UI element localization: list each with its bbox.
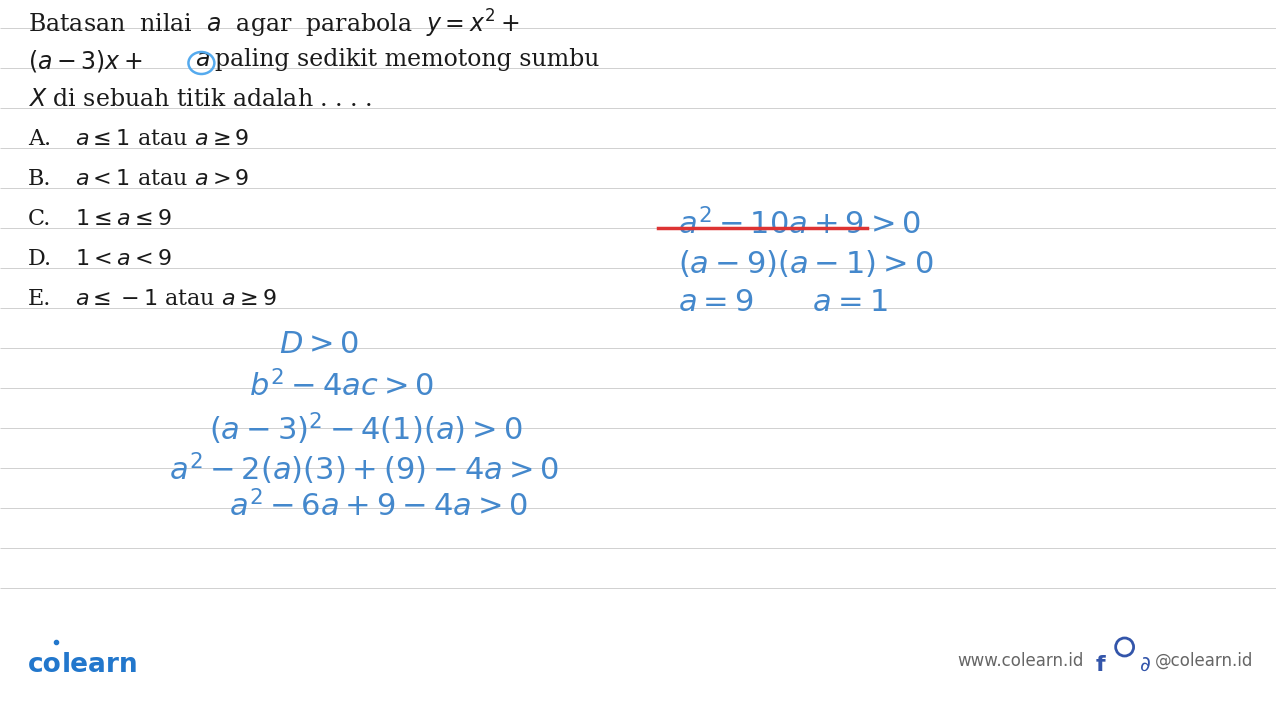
Text: $a \leq -1$ atau $a \geq 9$: $a \leq -1$ atau $a \geq 9$ <box>74 288 276 310</box>
Text: @colearn.id: @colearn.id <box>1155 652 1253 670</box>
Text: $1 < a < 9$: $1 < a < 9$ <box>74 248 172 270</box>
Text: E.: E. <box>28 288 51 310</box>
Text: $\mathbf{f}$: $\mathbf{f}$ <box>1094 655 1106 675</box>
Text: $1 \leq a \leq 9$: $1 \leq a \leq 9$ <box>74 208 172 230</box>
Text: C.: C. <box>28 208 51 230</box>
Text: $(a-3)^2 - 4(1)(a) > 0$: $(a-3)^2 - 4(1)(a) > 0$ <box>210 410 522 446</box>
Text: $\partial$: $\partial$ <box>1139 655 1151 675</box>
Text: $b^2 - 4ac > 0$: $b^2 - 4ac > 0$ <box>250 370 434 402</box>
Text: $(a - 3)x +$: $(a - 3)x +$ <box>28 48 142 74</box>
Text: $a^2 - 10a + 9 > 0$: $a^2 - 10a + 9 > 0$ <box>678 208 922 240</box>
Text: $(a-9)(a-1) > 0$: $(a-9)(a-1) > 0$ <box>678 248 933 279</box>
Text: $a^2 - 6a + 9 - 4a > 0$: $a^2 - 6a + 9 - 4a > 0$ <box>229 490 529 523</box>
Text: $a$: $a$ <box>196 48 210 71</box>
Text: $a \leq 1$ atau $a \geq 9$: $a \leq 1$ atau $a \geq 9$ <box>74 128 250 150</box>
Text: $a^2 - 2(a)(3) + (9) - 4a > 0$: $a^2 - 2(a)(3) + (9) - 4a > 0$ <box>169 450 559 487</box>
Text: learn: learn <box>61 652 138 678</box>
Text: www.colearn.id: www.colearn.id <box>957 652 1083 670</box>
Text: paling sedikit memotong sumbu: paling sedikit memotong sumbu <box>215 48 600 71</box>
Text: A.: A. <box>28 128 51 150</box>
Text: B.: B. <box>28 168 51 190</box>
Text: $a < 1$ atau $a > 9$: $a < 1$ atau $a > 9$ <box>74 168 250 190</box>
Text: Batasan  nilai  $a$  agar  parabola  $y = x^2 +$: Batasan nilai $a$ agar parabola $y = x^2… <box>28 8 520 40</box>
Text: $a = 9 \qquad a = 1$: $a = 9 \qquad a = 1$ <box>678 288 887 317</box>
Text: $D > 0$: $D > 0$ <box>279 330 360 359</box>
Text: D.: D. <box>28 248 52 270</box>
Text: $X$ di sebuah titik adalah . . . .: $X$ di sebuah titik adalah . . . . <box>28 88 372 111</box>
Text: co: co <box>28 652 61 678</box>
